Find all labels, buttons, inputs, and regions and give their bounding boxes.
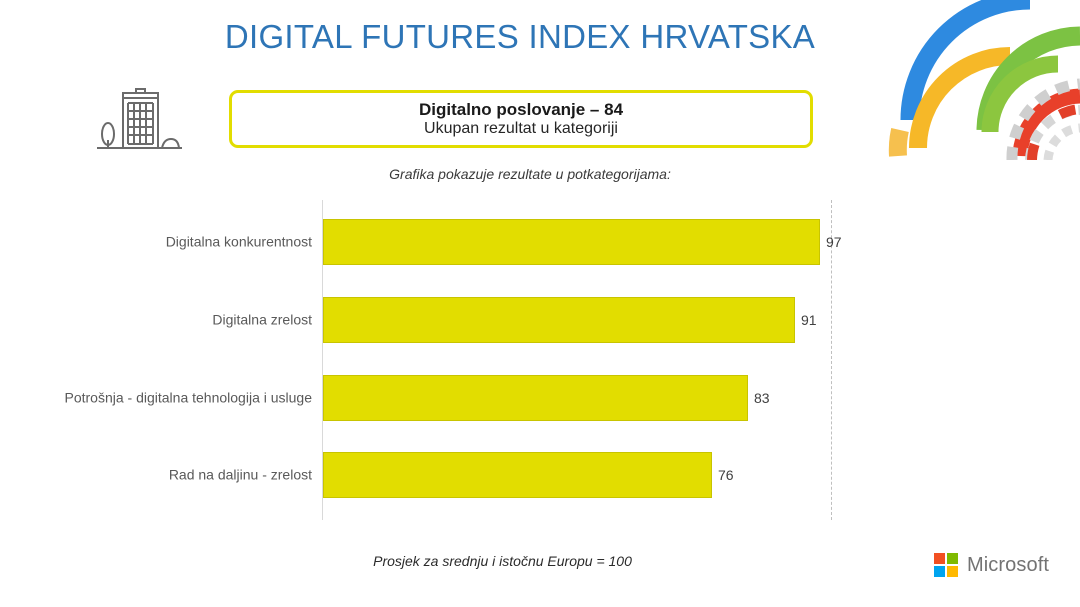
category-score-subtitle: Ukupan rezultat u kategoriji: [424, 120, 618, 138]
bar-value-label: 83: [754, 390, 770, 406]
bar-category-label: Digitalna zrelost: [212, 311, 312, 328]
chart-reference-line: [831, 200, 832, 520]
bar-category-label: Potrošnja - digitalna tehnologija i uslu…: [64, 389, 313, 406]
table-row: Potrošnja - digitalna tehnologija i uslu…: [0, 375, 1080, 421]
chart-caption: Grafika pokazuje rezultate u potkategori…: [389, 166, 671, 182]
bar-fill: [323, 297, 795, 343]
bar-fill: [323, 375, 748, 421]
microsoft-square-blue: [934, 566, 945, 577]
table-row: Digitalna zrelost 91: [0, 297, 1080, 343]
bar-value-label: 97: [826, 234, 842, 250]
microsoft-wordmark: Microsoft: [967, 553, 1050, 576]
table-row: Rad na daljinu - zrelost 76: [0, 452, 1080, 498]
category-score-title: Digitalno poslovanje – 84: [418, 99, 624, 119]
chart-value-axis: [322, 200, 323, 520]
subcategory-bar-chart: Digitalna konkurentnost 97 Digitalna zre…: [0, 196, 1080, 526]
bar-category-label: Rad na daljinu - zrelost: [168, 466, 312, 483]
microsoft-squares-icon: [934, 553, 958, 577]
bar-value-label: 76: [718, 467, 734, 483]
category-score-box: Digitalno poslovanje – 84 Ukupan rezulta…: [229, 90, 813, 148]
table-row: Digitalna konkurentnost 97: [0, 219, 1080, 265]
bar-category-label: Digitalna konkurentnost: [165, 233, 312, 250]
microsoft-square-red: [934, 553, 945, 564]
bar-value-label: 91: [801, 312, 817, 328]
bar-fill: [323, 219, 820, 265]
chart-footnote: Prosjek za srednju i istočnu Europu = 10…: [373, 553, 632, 569]
microsoft-square-green: [947, 553, 958, 564]
microsoft-logo: Microsoft: [934, 553, 1049, 577]
bar-fill: [323, 452, 712, 498]
office-building-icon: [92, 84, 188, 158]
microsoft-square-yellow: [947, 566, 958, 577]
page-title: DIGITAL FUTURES INDEX HRVATSKA: [224, 18, 816, 55]
